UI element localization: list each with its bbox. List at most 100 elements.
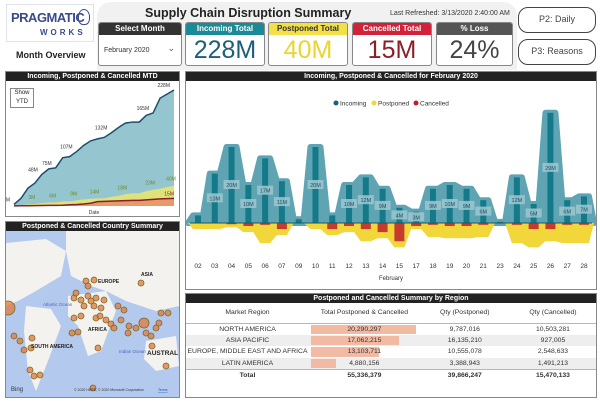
kpi-cancelled: Cancelled Total 15M <box>352 22 432 66</box>
legend-label-cancelled[interactable]: Cancelled <box>420 101 449 108</box>
col-header-cancelled[interactable]: Qty (Cancelled) <box>529 309 577 317</box>
country-bubble[interactable] <box>148 342 156 350</box>
region-cell: NORTH AMERICA <box>219 325 276 333</box>
country-bubble[interactable] <box>26 366 34 374</box>
country-bubble[interactable] <box>142 329 150 337</box>
country-bubble[interactable] <box>72 289 80 297</box>
incoming-data-label: 5M <box>530 212 538 218</box>
data-label-bg <box>408 212 425 222</box>
country-bubble[interactable] <box>90 276 98 284</box>
country-bubble[interactable] <box>117 316 125 324</box>
world-map[interactable]: EUROPE ASIA AFRICA SOUTH AMERICA AUSTRAL… <box>0 231 179 397</box>
chevron-down-icon[interactable]: ⌄ <box>167 43 175 53</box>
country-bubble[interactable] <box>137 279 145 287</box>
kpi-value: 15M <box>367 36 417 64</box>
country-bubble[interactable] <box>68 329 76 337</box>
country-bubble[interactable] <box>70 314 78 322</box>
country-bubble[interactable] <box>114 302 122 310</box>
postponed-data-label: 14M <box>90 189 100 195</box>
data-label-bg <box>257 185 274 195</box>
col-header-postponed[interactable]: Qty (Postponed) <box>440 309 490 317</box>
country-bubble[interactable] <box>110 324 118 332</box>
country-bubble[interactable] <box>89 384 97 392</box>
country-bubble[interactable] <box>120 306 128 314</box>
x-tick-label: 06 <box>262 263 270 270</box>
country-bubble[interactable] <box>77 296 85 304</box>
kpi-label: Incoming Total <box>186 23 264 35</box>
country-bubble[interactable] <box>155 319 163 327</box>
country-bubble[interactable] <box>102 316 110 324</box>
kpi-label: Cancelled Total <box>353 23 431 35</box>
col-header-total[interactable]: Total Postponed & Cancelled <box>320 309 408 317</box>
country-bubble[interactable] <box>74 328 82 336</box>
x-tick-label: 19 <box>446 263 454 270</box>
table-row[interactable]: NORTH AMERICA 20,290,297 9,787,016 10,50… <box>186 323 596 335</box>
country-bubble[interactable] <box>152 324 160 332</box>
cancelled-bar <box>444 223 455 227</box>
legend-marker-postponed <box>371 100 377 106</box>
table-row[interactable]: LATIN AMERICA 4,880,156 3,388,943 1,491,… <box>186 357 596 369</box>
country-bubble[interactable] <box>97 304 105 312</box>
legend-label-postponed[interactable]: Postponed <box>378 101 409 108</box>
country-bubble[interactable] <box>80 302 88 310</box>
country-bubble[interactable] <box>157 309 165 317</box>
country-bubble[interactable] <box>132 324 140 332</box>
country-bubble[interactable] <box>92 294 100 302</box>
col-header-region[interactable]: Market Region <box>225 309 270 317</box>
incoming-data-label: 10M <box>444 202 455 208</box>
country-bubble[interactable] <box>87 297 95 305</box>
country-bubble[interactable] <box>147 332 155 340</box>
map-terms-link[interactable]: Terms <box>158 388 168 392</box>
country-bubble[interactable] <box>30 372 38 380</box>
region-cell: ASIA PACIFIC <box>186 334 309 346</box>
country-bubble[interactable] <box>90 302 98 310</box>
country-bubble[interactable] <box>16 337 24 345</box>
country-bubble[interactable] <box>20 346 28 354</box>
kpi-label: % Loss <box>437 23 512 35</box>
map-label-asia: ASIA <box>141 272 153 278</box>
legend-label-incoming[interactable]: Incoming <box>340 101 367 108</box>
country-bubble[interactable] <box>84 292 92 300</box>
country-bubble[interactable] <box>125 322 133 330</box>
region-cell: EUROPE, MIDDLE EAST AND AFRICA <box>187 348 308 356</box>
cancelled-bar <box>461 223 472 227</box>
country-bubble[interactable] <box>162 362 170 370</box>
region-table: Market Region Total Postponed & Cancelle… <box>186 303 596 381</box>
x-tick-label: 11 <box>329 263 336 270</box>
country-bubble[interactable] <box>84 282 92 290</box>
country-bubble[interactable] <box>10 332 18 340</box>
table-row[interactable]: ASIA PACIFIC 17,062,215 16,135,210 927,0… <box>186 334 596 346</box>
country-bubble[interactable] <box>138 317 150 329</box>
cancelled-cell: 927,005 <box>509 334 596 346</box>
p3-reasons-button[interactable]: P3: Reasons <box>518 39 596 65</box>
total-value: 4,880,156 <box>349 359 380 367</box>
country-bubble[interactable] <box>96 312 104 320</box>
month-slicer[interactable]: Select Month February 2020 ⌄ <box>98 22 182 66</box>
show-ytd-button[interactable]: Show YTD <box>10 88 34 108</box>
country-bubble[interactable] <box>94 344 102 352</box>
country-bubble[interactable] <box>36 371 44 379</box>
table-row[interactable]: EUROPE, MIDDLE EAST AND AFRICA 13,103,71… <box>186 346 596 358</box>
total-value: 20,290,297 <box>347 325 382 333</box>
x-tick-label: 05 <box>245 263 253 270</box>
p2-daily-button[interactable]: P2: Daily <box>518 7 596 33</box>
total-cell: 4,880,156 <box>309 357 420 369</box>
month-dropdown[interactable]: February 2020 ⌄ <box>99 35 181 54</box>
country-bubble[interactable] <box>100 296 108 304</box>
total-label: Total <box>186 368 309 381</box>
postponed-data-label: 18M <box>117 185 127 191</box>
country-bubble[interactable] <box>164 309 172 317</box>
incoming-data-label: 6M <box>479 210 487 216</box>
country-bubble[interactable] <box>27 344 35 352</box>
x-tick-label: 27 <box>564 263 572 270</box>
cancelled-bar <box>360 223 371 230</box>
country-bubble[interactable] <box>124 329 132 337</box>
country-bubble[interactable] <box>28 334 36 342</box>
data-label-bg <box>357 195 374 205</box>
country-bubble[interactable] <box>77 312 85 320</box>
x-tick-label: 07 <box>278 263 286 270</box>
incoming-data-label: 7M <box>580 208 588 214</box>
country-map-panel: Postponed & Cancelled Country Summary EU… <box>0 221 180 398</box>
data-label-bg <box>576 204 592 214</box>
last-refreshed: Last Refreshed: 3/13/2020 2:40:00 AM <box>390 10 510 17</box>
